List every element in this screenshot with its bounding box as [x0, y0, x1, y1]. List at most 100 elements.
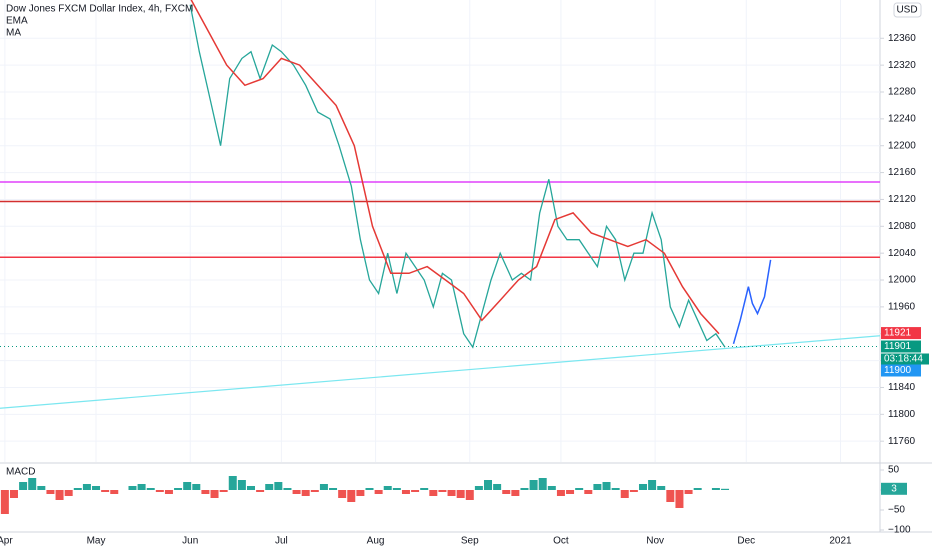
y-tick-label: 12000 — [888, 275, 916, 286]
histogram-bar — [538, 478, 547, 490]
histogram-bar — [511, 490, 520, 496]
histogram-bar — [55, 490, 64, 500]
histogram-bar — [183, 482, 192, 490]
histogram-bar — [128, 486, 137, 490]
histogram-bar — [319, 484, 328, 490]
last-value-box — [881, 482, 907, 495]
histogram-bar — [246, 486, 255, 490]
y-tick-label: 12200 — [888, 140, 916, 151]
currency-button[interactable] — [893, 2, 922, 18]
histogram-bar — [383, 486, 392, 490]
histogram-bar — [529, 480, 538, 490]
histogram-bar — [657, 486, 666, 490]
overlay: Dow Jones FXCM Dollar Index, 4h, FXCM EM… — [0, 2, 929, 547]
histogram-bar — [310, 490, 319, 492]
histogram-bar — [675, 490, 684, 508]
histogram-bar — [638, 484, 647, 490]
y-tick-label: 11960 — [888, 302, 916, 313]
histogram-bar — [164, 490, 173, 494]
price-label-box — [881, 364, 921, 377]
histogram-bar — [347, 490, 356, 502]
histogram-bar — [711, 488, 720, 490]
histogram-bar — [356, 490, 365, 496]
histogram-bar — [401, 490, 410, 494]
y-tick-label: 12320 — [888, 60, 916, 71]
y-tick-label: 11840 — [888, 382, 916, 393]
histogram-bar — [620, 490, 629, 498]
histogram-bar — [174, 488, 183, 490]
x-tick-label: Jul — [275, 536, 288, 547]
histogram-bar — [693, 488, 702, 490]
histogram-bar — [101, 490, 110, 492]
histogram-bar — [338, 490, 347, 498]
price-label-box — [881, 327, 921, 340]
histogram-bar — [137, 484, 146, 490]
price-label: 11921 — [884, 328, 912, 339]
series-line — [732, 259, 772, 345]
countdown-box — [881, 353, 929, 365]
histogram-bar — [19, 482, 28, 490]
histogram-bar — [274, 482, 283, 490]
y-tick-label: 12080 — [888, 221, 916, 232]
histogram-bar — [146, 488, 155, 490]
histogram-bar — [429, 490, 438, 496]
chart-title: Dow Jones FXCM Dollar Index, 4h, FXCM — [6, 4, 193, 15]
x-tick-label: 2021 — [829, 536, 852, 547]
histogram-bar — [602, 482, 611, 490]
histogram-bar — [465, 490, 474, 500]
x-tick-label: Nov — [646, 536, 664, 547]
last-value-label: 3 — [891, 483, 897, 494]
histogram-bar — [46, 490, 55, 494]
y-tick-label: 11800 — [888, 409, 916, 420]
y-tick-label: 12360 — [888, 33, 916, 44]
histogram-bar — [219, 490, 228, 492]
histogram-bar — [629, 490, 638, 492]
price-label: 11900 — [884, 365, 912, 376]
main-pane — [0, 0, 880, 462]
y-tick-label: 12240 — [888, 113, 916, 124]
histogram-bar — [456, 490, 465, 498]
histogram-bar — [584, 490, 593, 494]
histogram-bar — [593, 484, 602, 490]
histogram-bar — [556, 490, 565, 496]
histogram-bar — [374, 490, 383, 494]
histogram-bar — [210, 490, 219, 498]
histogram-bar — [611, 488, 620, 490]
histogram-bar — [420, 488, 429, 490]
histogram-bar — [447, 490, 456, 496]
histogram-bar — [648, 480, 657, 490]
y-tick-label: −50 — [888, 505, 905, 516]
x-tick-label: Oct — [553, 536, 569, 547]
histogram-bar — [301, 490, 310, 496]
indicator-label: EMA — [6, 16, 28, 27]
histogram-bar — [256, 490, 265, 492]
histogram-bar — [474, 486, 483, 490]
histogram-bar — [392, 488, 401, 490]
macd-pane — [0, 476, 730, 514]
series-line — [189, 4, 726, 349]
series-line — [190, 0, 720, 335]
price-label-box — [881, 340, 921, 353]
histogram-bar — [493, 484, 502, 490]
histogram-bar — [520, 488, 529, 490]
currency[interactable]: USD — [896, 5, 917, 16]
histogram-bar — [283, 488, 292, 490]
y-tick-label: 12160 — [888, 167, 916, 178]
price-label: 11901 — [884, 341, 912, 352]
indicator-label: MA — [6, 28, 21, 39]
x-tick-label: Jun — [182, 536, 198, 547]
histogram-bar — [110, 490, 119, 494]
histogram-bar — [292, 490, 301, 494]
histogram-bar — [329, 488, 338, 490]
histogram-bar — [82, 484, 91, 490]
histogram-bar — [411, 490, 420, 492]
macd-title: MACD — [6, 467, 35, 478]
histogram-bar — [228, 476, 237, 490]
x-tick-label: Apr — [0, 536, 13, 547]
histogram-bar — [566, 490, 575, 494]
histogram-bar — [575, 488, 584, 490]
histogram-bar — [64, 490, 73, 496]
histogram-bar — [37, 486, 46, 490]
histogram-bar — [92, 486, 101, 490]
